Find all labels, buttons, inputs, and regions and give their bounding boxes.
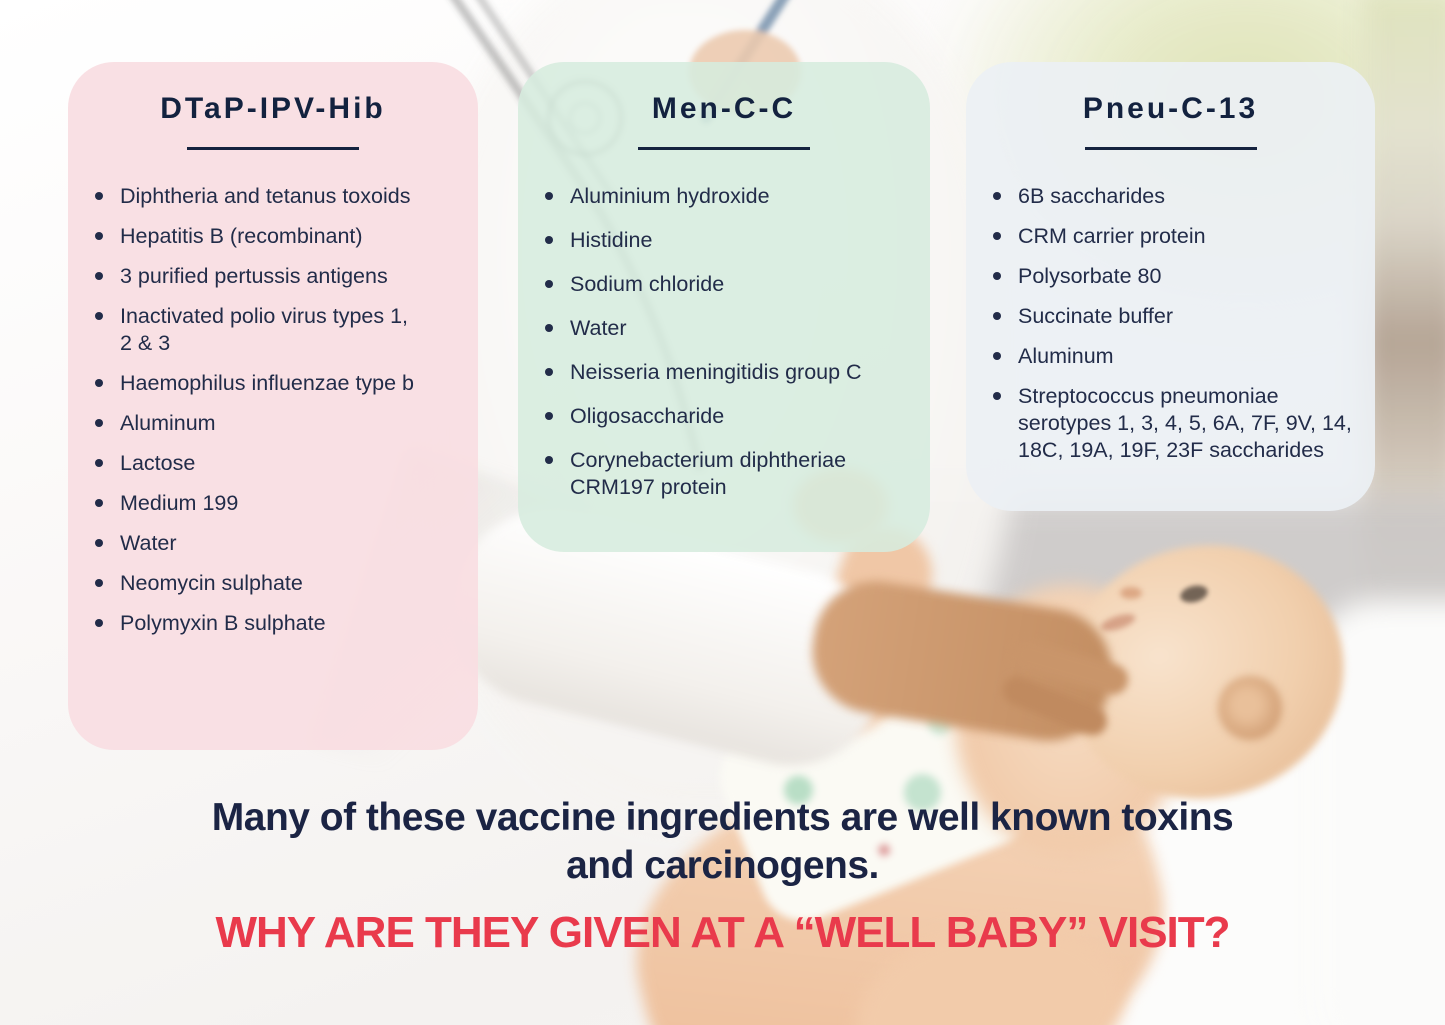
list-item: 3 purified pertussis antigens xyxy=(68,263,420,290)
list-item: Aluminium hydroxide xyxy=(518,183,862,210)
card-title: Men-C-C xyxy=(651,92,797,125)
list-item: Aluminum xyxy=(68,410,420,437)
list-item: Histidine xyxy=(518,227,862,254)
list-item: Polysorbate 80 xyxy=(966,263,1356,290)
list-item: Corynebacterium diphtheriae CRM197 prote… xyxy=(518,447,862,501)
photo-baby-mouth xyxy=(1098,610,1138,635)
list-item: Streptococcus pneumoniae serotypes 1, 3,… xyxy=(966,383,1356,464)
photo-doctor-finger xyxy=(1008,636,1132,698)
list-item: Water xyxy=(518,315,862,342)
card-title: DTaP-IPV-Hib xyxy=(160,92,386,125)
list-item: 6B saccharides xyxy=(966,183,1356,210)
title-underline xyxy=(638,147,810,150)
list-item: Succinate buffer xyxy=(966,303,1356,330)
ingredient-list: Diphtheria and tetanus toxoids Hepatitis… xyxy=(68,183,478,637)
list-item: CRM carrier protein xyxy=(966,223,1356,250)
title-underline xyxy=(1084,147,1257,150)
photo-baby-nose xyxy=(1120,587,1142,599)
statement-text: Many of these vaccine ingredients are we… xyxy=(211,796,1234,887)
photo-baby-eye xyxy=(1178,582,1210,606)
photo-baby-diaper xyxy=(706,646,1045,935)
title-underline xyxy=(187,147,359,150)
photo-baby-head xyxy=(1042,519,1368,825)
list-item: Diphtheria and tetanus toxoids xyxy=(68,183,420,210)
list-item: Sodium chloride xyxy=(518,271,862,298)
list-item: Oligosaccharide xyxy=(518,403,862,430)
list-item: Polymyxin B sulphate xyxy=(68,610,420,637)
list-item: Neisseria meningitidis group C xyxy=(518,359,862,386)
list-item: Neomycin sulphate xyxy=(68,570,420,597)
list-item: Lactose xyxy=(68,450,420,477)
list-item: Medium 199 xyxy=(68,490,420,517)
ingredient-list: Aluminium hydroxide Histidine Sodium chl… xyxy=(518,183,930,501)
card-men-c-c: Men-C-C Aluminium hydroxide Histidine So… xyxy=(518,62,930,552)
photo-baby-ear xyxy=(1218,676,1282,740)
photo-wall-band xyxy=(880,495,1445,645)
ingredient-list: 6B saccharides CRM carrier protein Polys… xyxy=(966,183,1375,464)
photo-doctor-hand xyxy=(803,572,1121,750)
card-dtap-ipv-hib: DTaP-IPV-Hib Diphtheria and tetanus toxo… xyxy=(68,62,478,750)
card-title: Pneu-C-13 xyxy=(1082,92,1259,125)
photo-doctor-finger xyxy=(998,672,1112,740)
photo-towel-edge xyxy=(1315,600,1445,1025)
list-item: Aluminum xyxy=(966,343,1356,370)
list-item: Hepatitis B (recombinant) xyxy=(68,223,420,250)
list-item: Water xyxy=(68,530,420,557)
question-text: WHY ARE THEY GIVEN AT A “WELL BABY” VISI… xyxy=(215,908,1230,957)
list-item: Haemophilus influenzae type b xyxy=(68,370,420,397)
card-pneu-c-13: Pneu-C-13 6B saccharides CRM carrier pro… xyxy=(966,62,1375,511)
list-item: Inactivated polio virus types 1, 2 & 3 xyxy=(68,303,420,357)
